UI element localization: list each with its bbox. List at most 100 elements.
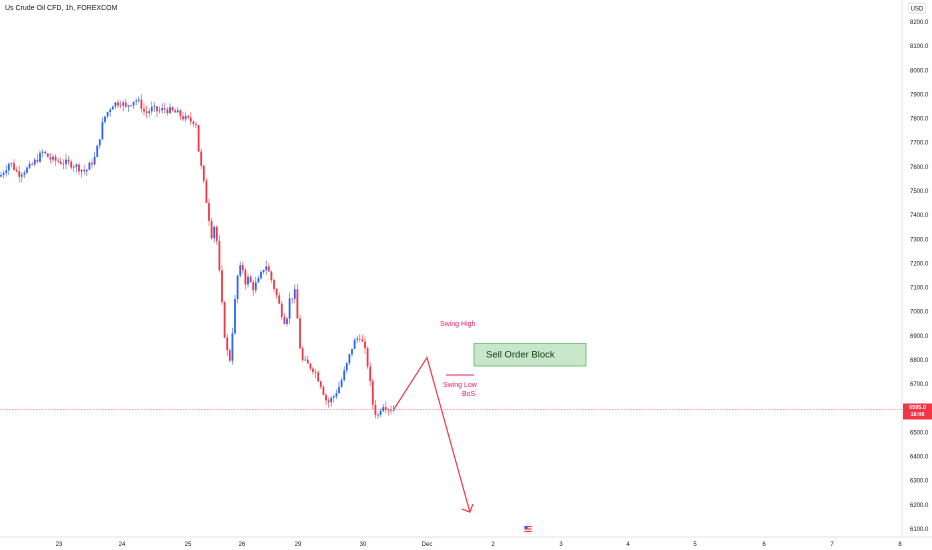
candle-body xyxy=(371,381,374,405)
candle-body xyxy=(221,270,223,303)
candle-body xyxy=(5,170,8,174)
time-tick-label: 5 xyxy=(693,542,697,548)
time-tick-label: 2 xyxy=(491,542,495,548)
candle-body xyxy=(267,266,270,272)
candle-body xyxy=(72,166,75,168)
candle-body xyxy=(192,121,195,124)
candle-body xyxy=(280,303,283,317)
time-tick-label: 26 xyxy=(239,542,246,548)
price-tick-label: 7600.0 xyxy=(910,165,929,171)
price-axis[interactable]: 8200.0 8100.0 8000.0 7900.0 7800.0 7700.0 7600… xyxy=(910,20,929,533)
time-tick-label: 23 xyxy=(56,542,63,548)
candle-body xyxy=(28,163,31,168)
candle-body xyxy=(62,163,65,165)
candle-body xyxy=(327,400,330,403)
candle-body xyxy=(319,381,322,387)
price-tick-label: 6200.0 xyxy=(910,503,929,509)
price-tick-label: 8200.0 xyxy=(910,20,929,26)
symbol-title: Us Crude Oil CFD, 1h, FOREXCOM xyxy=(5,5,118,12)
candle-body xyxy=(340,380,343,387)
candle-body xyxy=(91,162,93,165)
currency-label: USD xyxy=(911,7,924,13)
candle-body xyxy=(145,111,148,113)
candle-body xyxy=(273,279,275,289)
candle-body xyxy=(200,151,203,166)
candle-body xyxy=(0,175,2,177)
price-tick-label: 7900.0 xyxy=(910,92,929,98)
candle-body xyxy=(117,102,119,106)
candle-body xyxy=(187,115,190,118)
candle-body xyxy=(301,348,304,361)
candle-body xyxy=(335,393,338,397)
candle-body xyxy=(171,107,174,111)
candle-body xyxy=(312,368,314,372)
candle-body xyxy=(330,397,333,403)
us-flag-icon[interactable] xyxy=(522,523,534,535)
swing-high-label: Swing High xyxy=(440,321,476,328)
candle-body xyxy=(10,163,13,165)
price-tick-label: 6800.0 xyxy=(910,358,929,364)
candle-body xyxy=(114,102,117,107)
candle-body xyxy=(15,169,18,172)
time-tick-label: 7 xyxy=(830,542,834,548)
candle-body xyxy=(322,386,325,395)
bar-countdown: 18:06 xyxy=(910,412,924,418)
price-tick-label: 7800.0 xyxy=(910,117,929,123)
candle-body xyxy=(257,278,260,283)
candle-body xyxy=(351,348,353,355)
candle-body xyxy=(13,163,15,170)
candle-body xyxy=(93,156,96,165)
candle-body xyxy=(137,99,140,101)
candle-body xyxy=(288,298,291,319)
candle-body xyxy=(228,350,231,361)
candle-body xyxy=(387,409,390,411)
candle-body xyxy=(161,108,164,111)
candle-body xyxy=(377,414,379,416)
candle-body xyxy=(345,363,348,371)
candle-body xyxy=(39,152,41,162)
candle-body xyxy=(309,363,312,369)
candle-body xyxy=(382,407,385,411)
time-tick-label: 3 xyxy=(559,542,563,548)
candle-body xyxy=(296,289,299,319)
candle-body xyxy=(384,407,387,410)
price-tick-label: 6400.0 xyxy=(910,455,929,461)
candle-body xyxy=(33,159,36,165)
bos-label: BoS xyxy=(462,391,476,398)
candle-body xyxy=(111,106,114,110)
candle-body xyxy=(252,282,255,291)
candle-body xyxy=(150,106,153,112)
time-tick-label: 6 xyxy=(762,542,766,548)
currency-badge[interactable]: USD xyxy=(907,2,927,14)
candle-body xyxy=(348,354,351,364)
candle-body xyxy=(249,276,252,283)
last-price-tag: 6595.0 18:06 xyxy=(903,403,932,420)
candle-body xyxy=(366,348,369,367)
candles-layer xyxy=(0,94,395,419)
candle-body xyxy=(218,240,221,271)
candle-body xyxy=(223,302,226,338)
candle-body xyxy=(54,156,57,161)
candle-body xyxy=(205,180,208,203)
candle-body xyxy=(96,145,99,157)
candle-body xyxy=(83,169,86,172)
candle-body xyxy=(57,160,60,162)
candle-body xyxy=(65,159,67,165)
candle-body xyxy=(291,298,294,300)
time-tick-label: 25 xyxy=(185,542,192,548)
candle-body xyxy=(353,339,356,349)
time-tick-label: 4 xyxy=(626,542,630,548)
time-axis[interactable]: 23 24 25 26 29 30 Dec 2 3 4 5 6 7 8 xyxy=(56,542,903,548)
candle-body xyxy=(356,338,359,340)
candle-body xyxy=(26,167,28,173)
time-tick-label: 29 xyxy=(295,542,302,548)
price-tick-label: 7700.0 xyxy=(910,141,929,147)
swing-low-label: Swing Low xyxy=(443,382,478,389)
candle-body xyxy=(158,110,161,112)
candle-body xyxy=(153,106,156,108)
price-tick-label: 7200.0 xyxy=(910,261,929,267)
candle-body xyxy=(132,101,135,106)
